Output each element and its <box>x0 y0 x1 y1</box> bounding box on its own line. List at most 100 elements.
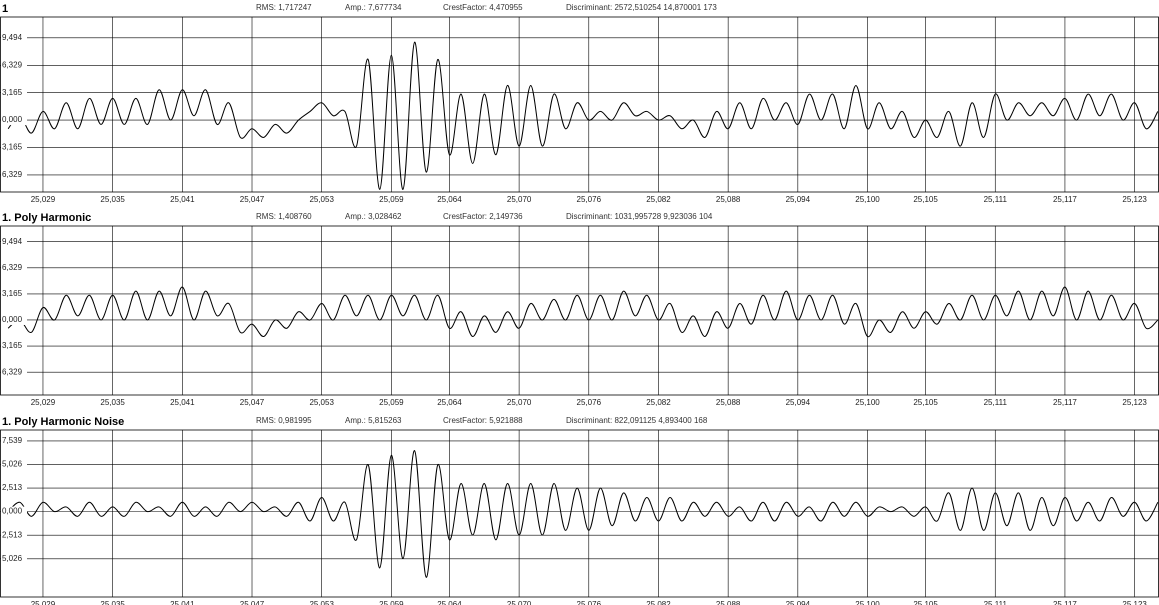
tick-label-bg <box>1 341 27 352</box>
tick-label-bg <box>1 314 27 325</box>
x-tick-label: 25,053 <box>309 398 334 407</box>
tick-label-bg <box>1 32 27 43</box>
tick-label-bg <box>1 236 27 247</box>
tick-label-bg <box>1 262 27 273</box>
x-tick-label: 25,053 <box>309 195 334 204</box>
x-tick-label: 25,029 <box>31 398 56 407</box>
y-tick-label: 2,513 <box>2 530 23 539</box>
stat-value: Amp.: 3,028462 <box>345 212 402 221</box>
x-tick-label: 25,047 <box>240 398 265 407</box>
stat-value: RMS: 0,981995 <box>256 416 312 425</box>
x-tick-label: 25,041 <box>170 600 195 605</box>
x-tick-label: 25,105 <box>913 195 938 204</box>
x-tick-label: 25,082 <box>646 195 671 204</box>
x-tick-label: 25,029 <box>31 600 56 605</box>
stat-value: Discriminant: 1031,995728 9,923036 104 <box>566 212 713 221</box>
y-tick-label: 6,329 <box>2 60 23 69</box>
y-tick-label: 9,494 <box>2 237 23 246</box>
y-tick-label: 0,000 <box>2 315 23 324</box>
x-tick-label: 25,082 <box>646 398 671 407</box>
tick-label-bg <box>1 435 27 446</box>
waveform <box>7 41 1159 190</box>
stat-value: Discriminant: 822,091125 4,893400 168 <box>566 416 708 425</box>
y-tick-label: 6,329 <box>2 263 23 272</box>
y-tick-label: 6,329 <box>2 367 23 376</box>
y-tick-label: 2,513 <box>2 483 23 492</box>
x-tick-label: 25,076 <box>577 195 602 204</box>
x-tick-label: 25,076 <box>577 600 602 605</box>
x-tick-label: 25,064 <box>437 600 462 605</box>
x-tick-label: 25,064 <box>437 398 462 407</box>
x-tick-label: 25,123 <box>1122 195 1147 204</box>
y-tick-label: 0,000 <box>2 507 23 516</box>
x-tick-label: 25,059 <box>379 195 404 204</box>
x-tick-label: 25,117 <box>1053 600 1077 605</box>
tick-label-bg <box>1 60 27 71</box>
x-tick-label: 25,059 <box>379 600 404 605</box>
stat-value: Amp.: 5,815263 <box>345 416 402 425</box>
panel-title: 1. Poly Harmonic <box>2 212 91 224</box>
panel-title: 1 <box>2 3 8 15</box>
plot-frame <box>0 225 1159 396</box>
x-tick-label: 25,053 <box>309 600 334 605</box>
stat-value: Discriminant: 2572,510254 14,870001 173 <box>566 3 717 12</box>
tick-label-bg <box>1 288 27 299</box>
x-tick-label: 25,041 <box>170 195 195 204</box>
x-tick-label: 25,088 <box>716 600 741 605</box>
y-tick-label: 3,165 <box>2 289 23 298</box>
x-tick-label: 25,100 <box>855 398 880 407</box>
stat-value: CrestFactor: 2,149736 <box>443 212 523 221</box>
stat-value: RMS: 1,408760 <box>256 212 312 221</box>
signal-panel: 1 RMS: 1,717247 Amp.: 7,677734 CrestFactor:… <box>0 3 1159 204</box>
x-tick-label: 25,070 <box>507 195 532 204</box>
x-tick-label: 25,035 <box>100 398 125 407</box>
x-tick-label: 25,105 <box>913 398 938 407</box>
x-tick-label: 25,094 <box>786 195 811 204</box>
x-tick-label: 25,059 <box>379 398 404 407</box>
x-tick-label: 25,047 <box>240 195 265 204</box>
tick-label-bg <box>1 142 27 153</box>
panel-title: 1. Poly Harmonic Noise <box>2 416 124 428</box>
x-tick-label: 25,070 <box>507 398 532 407</box>
y-tick-label: 6,329 <box>2 170 23 179</box>
y-tick-label: 5,026 <box>2 554 23 563</box>
x-tick-label: 25,111 <box>984 600 1008 605</box>
x-tick-label: 25,111 <box>984 195 1008 204</box>
tick-label-bg <box>1 459 27 470</box>
signal-panel: 1. Poly Harmonic Noise RMS: 0,981995 Amp.:… <box>0 416 1159 605</box>
x-tick-label: 25,035 <box>100 600 125 605</box>
stat-value: Amp.: 7,677734 <box>345 3 402 12</box>
y-tick-label: 3,165 <box>2 143 23 152</box>
y-tick-label: 0,000 <box>2 115 23 124</box>
x-tick-label: 25,111 <box>984 398 1008 407</box>
x-tick-label: 25,047 <box>240 600 265 605</box>
x-tick-label: 25,123 <box>1122 398 1147 407</box>
x-tick-label: 25,088 <box>716 195 741 204</box>
stat-value: CrestFactor: 5,921888 <box>443 416 523 425</box>
tick-label-bg <box>1 483 27 494</box>
x-tick-label: 25,094 <box>786 398 811 407</box>
y-tick-label: 3,165 <box>2 341 23 350</box>
x-tick-label: 25,070 <box>507 600 532 605</box>
x-tick-label: 25,082 <box>646 600 671 605</box>
tick-label-bg <box>1 115 27 126</box>
stat-value: RMS: 1,717247 <box>256 3 312 12</box>
y-tick-label: 9,494 <box>2 33 23 42</box>
tick-label-bg <box>1 553 27 564</box>
waveform <box>7 286 1159 338</box>
x-tick-label: 25,117 <box>1053 195 1077 204</box>
x-tick-label: 25,041 <box>170 398 195 407</box>
tick-label-bg <box>1 506 27 517</box>
x-tick-label: 25,123 <box>1122 600 1147 605</box>
stat-value: CrestFactor: 4,470955 <box>443 3 523 12</box>
x-tick-label: 25,094 <box>786 600 811 605</box>
tick-label-bg <box>1 169 27 180</box>
tick-label-bg <box>1 530 27 541</box>
x-tick-label: 25,064 <box>437 195 462 204</box>
x-tick-label: 25,100 <box>855 600 880 605</box>
tick-label-bg <box>1 87 27 98</box>
x-tick-label: 25,117 <box>1053 398 1077 407</box>
y-tick-label: 5,026 <box>2 460 23 469</box>
x-tick-label: 25,088 <box>716 398 741 407</box>
